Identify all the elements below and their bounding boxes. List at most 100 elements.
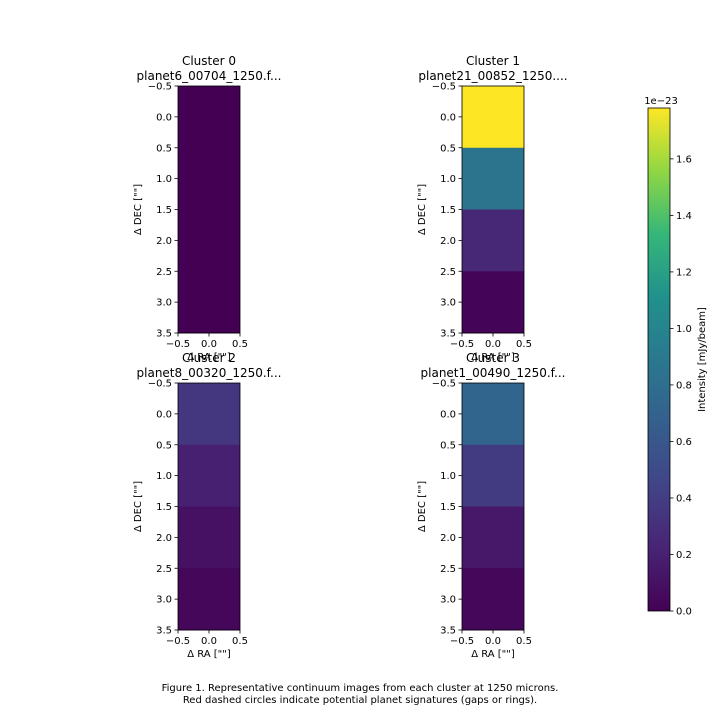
colorbar-tick-label: 0.6: [676, 437, 692, 448]
colorbar-tick-label: 0.4: [676, 493, 692, 504]
y-tick-label: 3.5: [156, 626, 172, 637]
y-tick-label: 1.0: [440, 174, 456, 185]
y-tick-label: 0.5: [440, 440, 456, 451]
subplot-title: Cluster 1: [466, 54, 520, 68]
y-tick-label: −0.5: [148, 82, 172, 93]
x-axis-label: Δ RA [""]: [471, 649, 515, 660]
x-tick-label: 0.5: [516, 339, 532, 350]
y-tick-label: 0.0: [156, 112, 172, 123]
y-tick-label: 2.0: [156, 533, 172, 544]
y-tick-label: −0.5: [432, 379, 456, 390]
colorbar-tick-label: 0.2: [676, 550, 692, 561]
subplot-cluster-2: −0.50.00.51.01.52.02.53.03.5−0.5 0.0 0.5Δ …: [133, 351, 281, 660]
image-cell: [178, 383, 240, 446]
y-tick-label: 3.0: [156, 595, 172, 606]
y-axis-label: Δ DEC [""]: [133, 481, 144, 532]
y-tick-label: 1.5: [156, 502, 172, 513]
y-tick-label: 1.5: [440, 502, 456, 513]
image-cell: [462, 147, 524, 210]
y-tick-label: 3.0: [156, 298, 172, 309]
image-cell: [178, 506, 240, 569]
image-cell: [462, 506, 524, 569]
y-tick-label: 0.0: [440, 112, 456, 123]
colorbar-tick-label: 1.6: [676, 154, 692, 165]
subplot-subtitle: planet21_00852_1250....: [418, 69, 567, 83]
y-tick-label: 1.0: [156, 471, 172, 482]
x-tick-label: 0.5: [232, 636, 248, 647]
y-tick-label: 1.5: [440, 205, 456, 216]
x-tick-label: 0.5: [232, 339, 248, 350]
subplot-cluster-3: −0.50.00.51.01.52.02.53.03.5−0.5 0.0 0.5Δ …: [417, 351, 565, 660]
y-axis-label: Δ DEC [""]: [417, 481, 428, 532]
x-tick-label: −0.5: [166, 339, 190, 350]
colorbar-bar: [647, 107, 671, 612]
figure-caption: Figure 1. Representative continuum image…: [0, 683, 720, 707]
colorbar-tick-label: 1.2: [676, 267, 692, 278]
y-tick-label: 1.0: [156, 174, 172, 185]
x-axis-label: Δ RA [""]: [187, 649, 231, 660]
y-tick-label: 2.5: [156, 267, 172, 278]
y-tick-label: 3.5: [440, 626, 456, 637]
x-tick-label: −0.5: [166, 636, 190, 647]
y-tick-label: 0.5: [440, 143, 456, 154]
image-cell: [178, 86, 240, 149]
y-tick-label: 2.0: [440, 533, 456, 544]
y-tick-label: 3.5: [156, 329, 172, 340]
x-tick-label: 0.0: [485, 339, 501, 350]
colorbar-tick-label: 0.0: [676, 607, 692, 618]
y-axis-label: Δ DEC [""]: [417, 184, 428, 235]
y-tick-label: −0.5: [148, 379, 172, 390]
y-tick-label: 2.5: [156, 564, 172, 575]
x-tick-label: 0.0: [485, 636, 501, 647]
x-tick-label: 0.0: [201, 636, 217, 647]
colorbar-tick-label: 1.4: [676, 211, 692, 222]
x-tick-label: 0.0: [201, 339, 217, 350]
y-tick-label: 1.5: [156, 205, 172, 216]
subplot-cluster-1: −0.50.00.51.01.52.02.53.03.5−0.5 0.0 0.5Δ …: [417, 54, 568, 363]
image-cell: [178, 147, 240, 210]
image-cell: [462, 209, 524, 272]
image-cell: [178, 444, 240, 507]
subplot-title: Cluster 0: [182, 54, 236, 68]
colorbar: 0.0 0.2 0.4 0.6 0.8 1.0 1.2 1.4 1.6 1e−23 Intensit…: [644, 96, 708, 618]
x-tick-label: 0.5: [516, 636, 532, 647]
image-cell: [178, 568, 240, 631]
caption-line-2: Red dashed circles indicate potential pl…: [182, 695, 538, 706]
y-tick-label: 0.0: [156, 409, 172, 420]
y-tick-label: 1.0: [440, 471, 456, 482]
y-tick-label: −0.5: [432, 82, 456, 93]
y-tick-label: 2.5: [440, 267, 456, 278]
image-cell: [462, 86, 524, 149]
y-axis-label: Δ DEC [""]: [133, 184, 144, 235]
caption-line-1: Figure 1. Representative continuum image…: [161, 683, 559, 694]
y-tick-label: 0.5: [156, 143, 172, 154]
x-axis-label: Δ RA [""]: [187, 352, 231, 363]
x-tick-label: −0.5: [450, 339, 474, 350]
subplot-title: Cluster 3: [466, 351, 520, 365]
y-tick-label: 2.0: [156, 236, 172, 247]
colorbar-label: Intensity [mJy/beam]: [697, 307, 708, 412]
y-tick-label: 0.0: [440, 409, 456, 420]
image-cell: [462, 271, 524, 334]
subplot-cluster-0: −0.50.00.51.01.52.02.53.03.5−0.5 0.0 0.5Δ …: [133, 54, 281, 363]
subplot-subtitle: planet6_00704_1250.f...: [137, 69, 282, 83]
y-tick-label: 3.0: [440, 298, 456, 309]
subplot-title: Cluster 2: [182, 351, 236, 365]
y-tick-label: 0.5: [156, 440, 172, 451]
y-tick-label: 2.5: [440, 564, 456, 575]
subplot-subtitle: planet8_00320_1250.f...: [137, 366, 282, 380]
x-axis-label: Δ RA [""]: [471, 352, 515, 363]
subplot-subtitle: planet1_00490_1250.f...: [421, 366, 566, 380]
image-cell: [462, 383, 524, 446]
image-cell: [462, 444, 524, 507]
image-cell: [178, 271, 240, 334]
colorbar-tick-label: 1.0: [676, 324, 692, 335]
image-cell: [178, 209, 240, 272]
image-cell: [462, 568, 524, 631]
colorbar-multiplier: 1e−23: [644, 96, 678, 107]
y-tick-label: 3.0: [440, 595, 456, 606]
colorbar-tick-label: 0.8: [676, 380, 692, 391]
y-tick-label: 3.5: [440, 329, 456, 340]
x-tick-label: −0.5: [450, 636, 474, 647]
